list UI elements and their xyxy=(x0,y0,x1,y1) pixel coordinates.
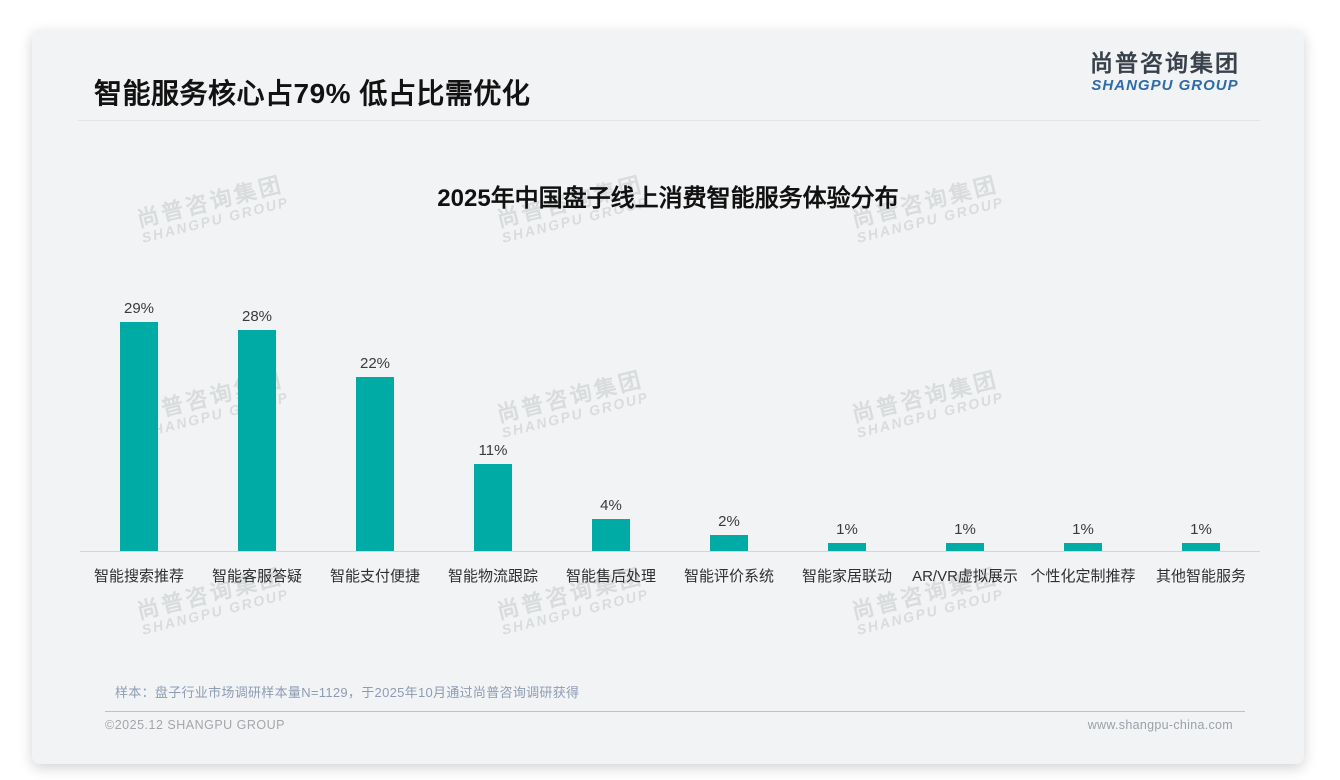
slide-card: 尚普咨询集团 SHANGPU GROUP 尚普咨询集团 SHANGPU GROUP 尚普… xyxy=(32,30,1304,764)
bar-column: 4% xyxy=(552,497,670,551)
bar-category-label: 智能支付便捷 xyxy=(329,568,420,585)
logo-en-text: SHANGPU GROUP xyxy=(1091,76,1239,94)
bar-column: 1% xyxy=(788,521,906,551)
bar-value-label: 4% xyxy=(600,497,622,514)
bar-value-label: 28% xyxy=(241,308,273,325)
bar-column: 22% xyxy=(316,355,434,551)
bar xyxy=(1182,543,1220,551)
footer-divider xyxy=(105,711,1245,712)
bar-value-label: 29% xyxy=(123,300,155,317)
sample-note: 样本：盘子行业市场调研样本量N=1129，于2025年10月通过尚普咨询调研获得 xyxy=(115,685,580,700)
bar-category-label: 个性化定制推荐 xyxy=(1030,568,1136,585)
bar xyxy=(1064,543,1102,551)
bar-value-label: 11% xyxy=(478,442,508,459)
bar-column: 28% xyxy=(198,308,316,551)
bar-column: 1% xyxy=(1142,521,1260,551)
bar-column: 2% xyxy=(670,513,788,551)
bar-category-label: 智能客服答疑 xyxy=(211,568,302,585)
page-title: 智能服务核心占79% 低占比需优化 xyxy=(94,78,531,109)
bar-category-label: 智能家居联动 xyxy=(801,568,892,585)
copyright-text: ©2025.12 SHANGPU GROUP xyxy=(105,718,285,732)
chart-title: 2025年中国盘子线上消费智能服务体验分布 xyxy=(437,185,899,212)
bar xyxy=(474,464,512,551)
bar-value-label: 1% xyxy=(836,521,858,538)
chart-plot-area: 29% 28% 22% 11% 4% 2% 1% 1% 1% 1% xyxy=(80,190,1260,552)
bar-category-label: 智能搜索推荐 xyxy=(93,568,184,585)
bar xyxy=(946,543,984,551)
bar xyxy=(120,322,158,551)
logo-cn-text: 尚普咨询集团 xyxy=(1090,50,1240,76)
bar-column: 1% xyxy=(1024,521,1142,551)
bar-category-label: 其他智能服务 xyxy=(1155,568,1246,585)
bar-column: 1% xyxy=(906,521,1024,551)
footer: ©2025.12 SHANGPU GROUP www.shangpu-china… xyxy=(105,718,1233,732)
bar-category-label: 智能售后处理 xyxy=(565,568,656,585)
bar-column: 11% xyxy=(434,442,552,551)
bar-value-label: 1% xyxy=(1072,521,1094,538)
bar-category-label: 智能物流跟踪 xyxy=(447,568,538,585)
header-divider xyxy=(78,120,1260,121)
bar xyxy=(592,519,630,551)
bar xyxy=(238,330,276,551)
bar xyxy=(356,377,394,551)
bar xyxy=(710,535,748,551)
bar-category-label: 智能评价系统 xyxy=(683,568,774,585)
bar-category-label: AR/VR虚拟展示 xyxy=(912,568,1018,585)
chart-category-axis: 智能搜索推荐 智能客服答疑 智能支付便捷 智能物流跟踪 智能售后处理 智能评价系统 智能家居… xyxy=(80,552,1260,586)
bar-value-label: 22% xyxy=(359,355,391,372)
bar xyxy=(828,543,866,551)
bar-value-label: 1% xyxy=(954,521,976,538)
bar-column: 29% xyxy=(80,300,198,551)
bar-chart: 29% 28% 22% 11% 4% 2% 1% 1% 1% 1% 智能搜索推荐 智能客服答疑 智能支… xyxy=(80,190,1260,586)
bar-value-label: 2% xyxy=(718,513,740,530)
website-text: www.shangpu-china.com xyxy=(1087,718,1233,732)
company-logo: 尚普咨询集团 SHANGPU GROUP xyxy=(1090,50,1240,94)
bar-value-label: 1% xyxy=(1190,521,1212,538)
